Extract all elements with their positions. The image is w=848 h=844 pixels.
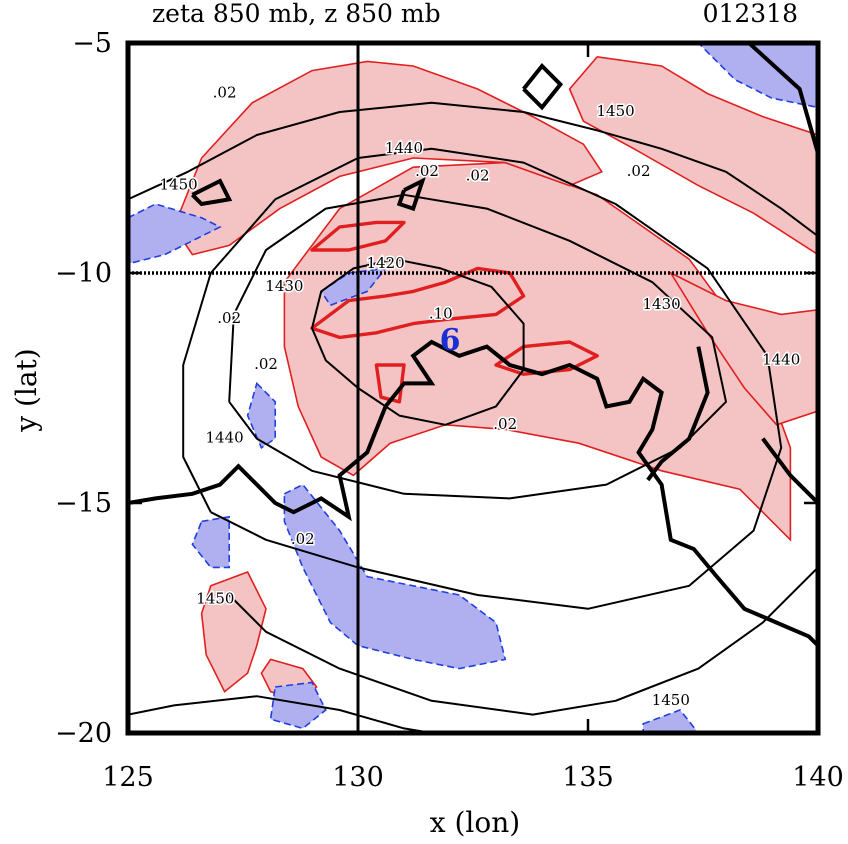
contour-label: .02	[627, 162, 651, 180]
contour-label: 1450	[652, 691, 690, 709]
coastline	[522, 63, 564, 111]
contour-label: .02	[217, 309, 241, 327]
contour-label: 1450	[597, 102, 635, 120]
x-tick-label: 140	[792, 762, 844, 793]
height-contour-line	[182, 147, 783, 610]
negative-vorticity-region	[283, 483, 507, 670]
height-contour-line	[228, 193, 727, 500]
contour-label: .10	[429, 304, 453, 322]
negative-vorticity-region	[642, 709, 700, 733]
negative-vorticity-region	[246, 381, 276, 449]
height-contour-line	[311, 258, 525, 426]
negative-vorticity-region	[697, 43, 818, 109]
contour-label: .02	[291, 530, 315, 548]
plot-frame	[125, 40, 821, 736]
positive-vorticity-region	[668, 271, 818, 426]
contour-label: 1420	[367, 254, 405, 272]
positive-vorticity-region	[200, 570, 267, 693]
x-tick-label: 135	[562, 762, 614, 793]
coastline	[396, 177, 426, 212]
contour-label: .02	[213, 84, 237, 102]
date-label: 012318	[703, 0, 798, 28]
positive-vorticity-region	[568, 55, 818, 256]
contour-label: .02	[254, 355, 278, 373]
y-tick-label: −20	[55, 718, 112, 749]
height-contour-line	[228, 566, 818, 716]
y-tick-label: −5	[72, 28, 112, 59]
negative-vorticity-region	[269, 681, 327, 730]
contour-label: 1430	[265, 277, 303, 295]
contour-label: .02	[415, 162, 439, 180]
y-axis-label: y (lat)	[10, 348, 43, 432]
coastline	[190, 178, 233, 207]
contour-label: .02	[466, 166, 490, 184]
height-contour-line	[128, 695, 432, 733]
y-tick-label: −15	[55, 488, 112, 519]
contour-label: .02	[493, 415, 517, 433]
storm-center-marker: 6	[440, 323, 461, 358]
contour-label: 1440	[385, 139, 423, 157]
x-tick-label: 130	[332, 762, 384, 793]
x-tick-label: 125	[102, 762, 154, 793]
chart-title: zeta 850 mb, z 850 mb	[152, 0, 441, 28]
strong-vorticity-contour	[310, 220, 406, 252]
contour-label: 1450	[160, 176, 198, 194]
coastline	[761, 437, 818, 505]
contour-label: 1450	[196, 590, 234, 608]
negative-vorticity-region	[191, 515, 230, 569]
contour-label: 1440	[762, 350, 800, 368]
plot-layer: .02 .02 .02 .02 1440 1450 1450 1420 1430 .02 .02 14…	[55, 28, 844, 793]
negative-vorticity-region	[128, 203, 222, 265]
x-axis-label: x (lon)	[430, 806, 520, 839]
strong-vorticity-contour	[310, 266, 526, 340]
contour-label: 1430	[643, 295, 681, 313]
plot-area-group: .02 .02 .02 .02 1440 1450 1450 1420 1430 .02 .02 14…	[128, 43, 818, 733]
coastline	[747, 43, 818, 154]
y-tick-label: −10	[55, 258, 112, 289]
strong-vorticity-contour	[374, 363, 406, 404]
contour-label: 1440	[206, 429, 244, 447]
coastline	[646, 346, 710, 482]
height-contour-line	[128, 101, 818, 237]
coastline	[128, 339, 818, 648]
